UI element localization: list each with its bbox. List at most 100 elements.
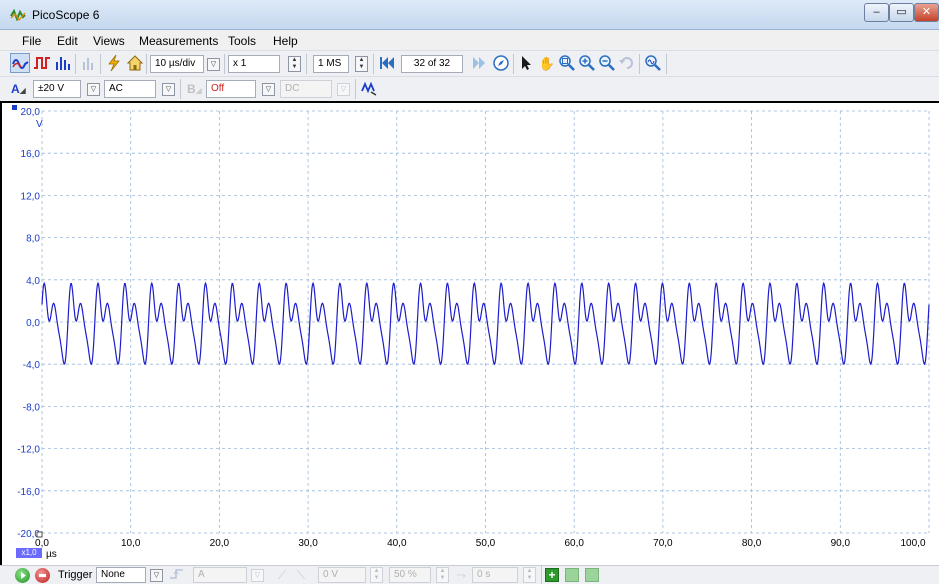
close-button[interactable]: ✕ [914, 3, 939, 22]
pointer-tool-icon[interactable] [516, 54, 536, 74]
x-tick-label: 0,0 [35, 538, 49, 549]
buffer-first-icon[interactable] [377, 54, 397, 74]
x-tick-label: 60,0 [564, 538, 584, 549]
menu-help[interactable]: Help [273, 34, 298, 48]
channel-a-axis-marker [12, 105, 17, 110]
x-tick-label: 30,0 [298, 538, 318, 549]
trigger-delay-input: 0 s [472, 567, 518, 583]
scope-mode-icon[interactable] [10, 53, 30, 73]
channel-options-icon[interactable] [359, 79, 379, 99]
pretrigger-input: 50 % [389, 567, 431, 583]
title-bar: PicoScope 6 ‒ ▭ ✕ [0, 0, 939, 30]
probe-disabled-icon: ◢ [195, 86, 202, 95]
y-unit-label: V [36, 119, 43, 130]
x-tick-label: 70,0 [653, 538, 673, 549]
falling-edge-icon: ⟍ [296, 568, 306, 582]
x-tick-label: 10,0 [121, 538, 141, 549]
menu-bar: File Edit Views Measurements Tools Help [0, 30, 939, 50]
start-capture-button[interactable] [15, 568, 30, 583]
delete-measurement-icon [585, 568, 599, 582]
x-tick-label: 50,0 [476, 538, 496, 549]
channel-b-coupling-dropdown-icon: ▽ [337, 83, 350, 96]
x-unit-label: µs [46, 549, 57, 560]
x-tick-label: 90,0 [831, 538, 851, 549]
menu-views[interactable]: Views [93, 34, 125, 48]
channel-a-trace [41, 281, 930, 366]
y-tick-label: -4,0 [23, 360, 41, 371]
menu-measurements[interactable]: Measurements [139, 34, 219, 48]
menu-tools[interactable]: Tools [228, 34, 257, 48]
channel-a-coupling-select[interactable]: AC [104, 80, 156, 98]
x-scale-badge[interactable]: x1,0 [16, 548, 42, 558]
add-measurement-icon[interactable]: + [545, 568, 559, 582]
zoom-spinner[interactable]: ▲ ▼ [288, 56, 301, 72]
x-tick-label: 100,0 [900, 538, 925, 549]
pretrigger-spinner: ▲ ▼ [436, 567, 449, 583]
menu-edit[interactable]: Edit [57, 34, 78, 48]
trigger-edge-icon [167, 565, 187, 585]
channel-a-coupling-dropdown-icon[interactable]: ▽ [162, 83, 175, 96]
trigger-source-dropdown-icon: ▽ [251, 569, 264, 582]
x-origin-marker[interactable] [36, 531, 43, 538]
delay-spinner: ▲ ▼ [523, 567, 536, 583]
trigger-threshold-input: 0 V [318, 567, 366, 583]
status-bar: Trigger None ▽ A ▽ ⟋ ⟍ 0 V ▲ ▼ 50 % ▲ ▼ ⤳ … [0, 565, 939, 584]
hand-tool-icon[interactable]: ✋ [538, 56, 556, 71]
menu-file[interactable]: File [22, 34, 42, 48]
y-tick-label: 0,0 [26, 318, 40, 329]
samples-spinner[interactable]: ▲ ▼ [355, 56, 368, 72]
trigger-mode-dropdown-icon[interactable]: ▽ [150, 569, 163, 582]
timebase-dropdown-icon[interactable]: ▽ [207, 58, 220, 71]
y-tick-label: -20,0 [17, 529, 40, 540]
channel-a-range-select[interactable]: ±20 V [33, 80, 81, 98]
channel-b-button[interactable]: B◢ [187, 82, 202, 96]
zoom-out-icon[interactable] [597, 54, 617, 74]
main-toolbar: 10 µs/div ▽ x 1 ▲ ▼ 1 MS ▲ ▼ 32 of 32 ✋ [0, 50, 939, 76]
x-tick-label: 80,0 [742, 538, 762, 549]
trigger-source-select: A [193, 567, 247, 583]
buffer-position-field[interactable]: 32 of 32 [401, 55, 463, 73]
samples-input[interactable]: 1 MS [313, 55, 349, 73]
timebase-select[interactable]: 10 µs/div [150, 55, 204, 73]
undo-zoom-icon [617, 54, 637, 74]
spectrum-mode-icon[interactable] [53, 54, 73, 74]
oscilloscope-graph[interactable]: 20,0 16,0 12,0 8,0 4,0 0,0 -4,0 -8,0 -12,0 -16,0 -… [2, 103, 939, 567]
persistence-mode-icon[interactable] [32, 54, 52, 74]
spectrum-disabled-icon [79, 54, 99, 74]
buffer-next-icon[interactable] [470, 54, 490, 74]
y-tick-label: -8,0 [23, 402, 41, 413]
navigate-icon[interactable] [491, 54, 511, 74]
zoom-in-icon[interactable] [577, 54, 597, 74]
zoom-area-icon[interactable] [557, 54, 577, 74]
window-title: PicoScope 6 [32, 8, 100, 22]
restore-button[interactable]: ▭ [889, 3, 914, 22]
y-tick-label: -16,0 [17, 487, 40, 498]
y-tick-label: 16,0 [21, 149, 41, 160]
channel-a-button[interactable]: A◢ [11, 82, 26, 96]
channel-toolbar: A◢ ±20 V ▽ AC ▽ B◢ Off ▽ DC ▽ [0, 76, 939, 101]
x-tick-label: 40,0 [387, 538, 407, 549]
channel-a-range-dropdown-icon[interactable]: ▽ [87, 83, 100, 96]
y-tick-label: 12,0 [21, 191, 41, 202]
trigger-mode-select[interactable]: None [96, 567, 146, 583]
scope-view[interactable]: 20,0 16,0 12,0 8,0 4,0 0,0 -4,0 -8,0 -12,0 -16,0 -… [0, 101, 939, 567]
signal-generator-icon[interactable] [104, 54, 124, 74]
edit-measurement-icon [565, 568, 579, 582]
channel-b-range-dropdown-icon[interactable]: ▽ [262, 83, 275, 96]
home-icon[interactable] [125, 54, 145, 74]
y-tick-label: 20,0 [21, 107, 41, 118]
trigger-label: Trigger [58, 569, 93, 581]
trigger-delay-icon: ⤳ [456, 568, 466, 582]
picoscope-logo-icon [10, 9, 26, 21]
channel-b-coupling-select: DC [280, 80, 332, 98]
minimize-button[interactable]: ‒ [864, 3, 889, 22]
stop-capture-button[interactable] [35, 568, 50, 583]
y-tick-label: 8,0 [26, 234, 40, 245]
zoom-overview-icon[interactable] [643, 54, 663, 74]
y-tick-label: 4,0 [26, 276, 40, 287]
zoom-input[interactable]: x 1 [228, 55, 280, 73]
channel-b-range-select[interactable]: Off [206, 80, 256, 98]
threshold-spinner: ▲ ▼ [370, 567, 383, 583]
rising-edge-icon: ⟋ [277, 568, 287, 582]
x-tick-label: 20,0 [210, 538, 230, 549]
